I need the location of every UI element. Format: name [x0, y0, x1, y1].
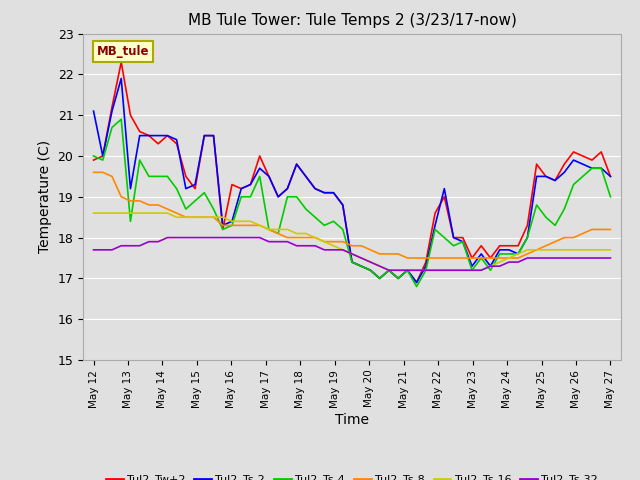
Tul2_Ts-32: [164, 235, 172, 240]
Tul2_Ts-8: [450, 255, 458, 261]
Tul2_Ts-2: [413, 280, 420, 286]
Tul2_Ts-4: [90, 153, 97, 159]
Line: Tul2_Ts-4: Tul2_Ts-4: [93, 120, 611, 287]
Tul2_Ts-8: [108, 173, 116, 179]
X-axis label: Time: Time: [335, 413, 369, 427]
Tul2_Ts-8: [404, 255, 412, 261]
Tul2_Ts-16: [90, 210, 97, 216]
Tul2_Ts-4: [468, 267, 476, 273]
Tul2_Ts-4: [459, 239, 467, 245]
Title: MB Tule Tower: Tule Temps 2 (3/23/17-now): MB Tule Tower: Tule Temps 2 (3/23/17-now…: [188, 13, 516, 28]
Tul2_Ts-2: [237, 186, 245, 192]
Tul2_Ts-32: [237, 235, 245, 240]
Tul2_Ts-16: [459, 267, 467, 273]
Tul2_Tw+2: [607, 173, 614, 179]
Tul2_Ts-32: [459, 267, 467, 273]
Tul2_Ts-32: [385, 267, 393, 273]
Line: Tul2_Ts-2: Tul2_Ts-2: [93, 79, 611, 283]
Tul2_Tw+2: [321, 190, 328, 196]
Tul2_Ts-16: [228, 218, 236, 224]
Tul2_Ts-4: [117, 117, 125, 122]
Tul2_Ts-4: [237, 194, 245, 200]
Tul2_Tw+2: [459, 235, 467, 240]
Tul2_Ts-2: [127, 186, 134, 192]
Tul2_Tw+2: [108, 104, 116, 110]
Tul2_Ts-32: [321, 247, 328, 253]
Tul2_Ts-16: [108, 210, 116, 216]
Tul2_Ts-4: [108, 125, 116, 131]
Tul2_Ts-2: [90, 108, 97, 114]
Tul2_Ts-16: [607, 247, 614, 253]
Tul2_Ts-32: [90, 247, 97, 253]
Tul2_Tw+2: [90, 157, 97, 163]
Tul2_Ts-32: [108, 247, 116, 253]
Tul2_Tw+2: [413, 280, 420, 286]
Tul2_Ts-32: [117, 243, 125, 249]
Tul2_Ts-4: [607, 194, 614, 200]
Tul2_Ts-16: [385, 267, 393, 273]
Tul2_Ts-4: [321, 223, 328, 228]
Tul2_Ts-32: [607, 255, 614, 261]
Tul2_Ts-2: [459, 239, 467, 245]
Tul2_Ts-2: [108, 108, 116, 114]
Tul2_Ts-8: [311, 235, 319, 240]
Tul2_Ts-2: [607, 173, 614, 179]
Tul2_Ts-2: [117, 76, 125, 82]
Tul2_Ts-8: [90, 169, 97, 175]
Text: MB_tule: MB_tule: [97, 45, 149, 58]
Tul2_Tw+2: [468, 255, 476, 261]
Tul2_Ts-2: [321, 190, 328, 196]
Line: Tul2_Ts-8: Tul2_Ts-8: [93, 172, 611, 258]
Tul2_Ts-4: [413, 284, 420, 289]
Legend: Tul2_Tw+2, Tul2_Ts-2, Tul2_Ts-4, Tul2_Ts-8, Tul2_Ts-16, Tul2_Ts-32: Tul2_Tw+2, Tul2_Ts-2, Tul2_Ts-4, Tul2_Ts…: [101, 470, 603, 480]
Tul2_Ts-8: [459, 255, 467, 261]
Tul2_Ts-16: [450, 267, 458, 273]
Tul2_Tw+2: [117, 59, 125, 65]
Y-axis label: Temperature (C): Temperature (C): [38, 140, 52, 253]
Tul2_Ts-16: [311, 235, 319, 240]
Tul2_Ts-2: [468, 263, 476, 269]
Tul2_Ts-8: [607, 227, 614, 232]
Line: Tul2_Ts-16: Tul2_Ts-16: [93, 213, 611, 270]
Tul2_Ts-32: [468, 267, 476, 273]
Tul2_Ts-4: [127, 218, 134, 224]
Tul2_Ts-8: [117, 194, 125, 200]
Line: Tul2_Ts-32: Tul2_Ts-32: [93, 238, 611, 270]
Line: Tul2_Tw+2: Tul2_Tw+2: [93, 62, 611, 283]
Tul2_Ts-16: [117, 210, 125, 216]
Tul2_Tw+2: [237, 186, 245, 192]
Tul2_Tw+2: [127, 112, 134, 118]
Tul2_Ts-8: [228, 223, 236, 228]
